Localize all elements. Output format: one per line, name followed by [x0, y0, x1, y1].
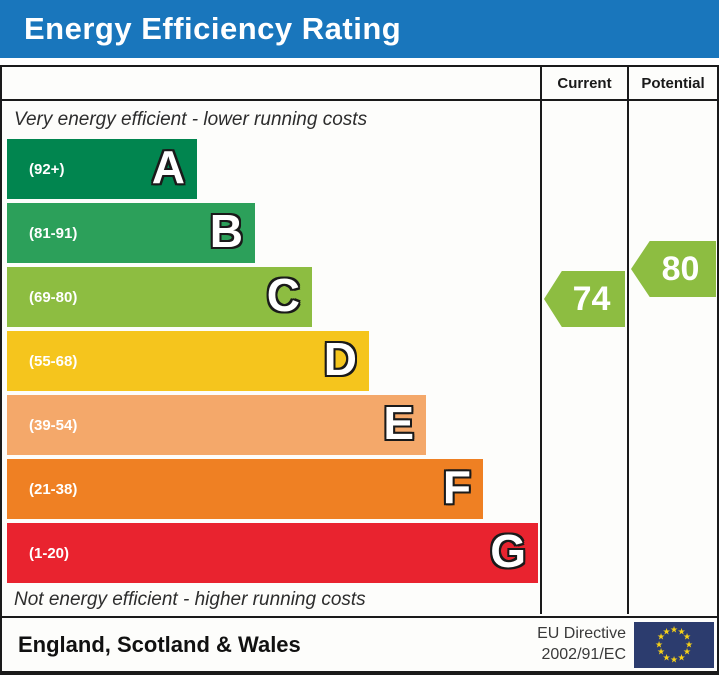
eu-directive-line1: EU Directive — [537, 624, 626, 642]
rating-chart-box: Current Potential Very energy efficient … — [0, 65, 719, 618]
current-column: 74 — [540, 101, 627, 614]
footer-bar: England, Scotland & Wales EU Directive 2… — [0, 616, 719, 675]
band-b-range-label: (81-91) — [29, 224, 78, 242]
chart-header-row: Current Potential — [2, 67, 717, 101]
band-e-letter: E — [383, 397, 414, 450]
page-title: Energy Efficiency Rating — [24, 11, 402, 46]
current-rating-value: 74 — [572, 279, 611, 318]
top-note: Very energy efficient - lower running co… — [14, 109, 368, 130]
region-label: England, Scotland & Wales — [18, 631, 301, 657]
band-d: (55-68) D — [7, 331, 369, 391]
chart-body: Very energy efficient - lower running co… — [2, 101, 717, 614]
band-f-range-label: (21-38) — [29, 480, 78, 498]
potential-rating-arrow: 80 — [631, 241, 716, 297]
band-g-letter: G — [490, 525, 526, 578]
band-a: (92+) A — [7, 139, 197, 199]
band-a-range-label: (92+) — [29, 160, 65, 178]
band-a-letter: A — [151, 141, 185, 194]
eu-flag-icon: ★ ★ ★ ★ ★ ★ ★ ★ ★ ★ ★ ★ — [634, 621, 714, 668]
potential-column: 80 — [627, 101, 717, 614]
band-b-letter: B — [209, 205, 243, 258]
eu-directive-line2: 2002/91/EC — [541, 645, 626, 663]
band-b: (81-91) B — [7, 203, 255, 263]
band-d-range-label: (55-68) — [29, 352, 78, 370]
potential-rating-value: 80 — [661, 249, 700, 288]
band-c-letter: C — [266, 269, 300, 322]
band-d-letter: D — [323, 333, 357, 386]
band-e-range-label: (39-54) — [29, 416, 78, 434]
bands-area: Very energy efficient - lower running co… — [2, 101, 540, 614]
band-g: (1-20) G — [7, 523, 538, 583]
header-spacer — [2, 67, 540, 99]
bottom-note: Not energy efficient - higher running co… — [14, 589, 366, 610]
band-f: (21-38) F — [7, 459, 483, 519]
band-e: (39-54) E — [7, 395, 426, 455]
band-c-range-label: (69-80) — [29, 288, 78, 306]
current-rating-arrow: 74 — [544, 271, 625, 327]
current-column-header: Current — [540, 67, 627, 99]
eu-directive-label: EU Directive 2002/91/EC — [537, 624, 626, 666]
title-bar: Energy Efficiency Rating — [0, 0, 719, 58]
band-c: (69-80) C — [7, 267, 312, 327]
band-f-letter: F — [442, 461, 471, 514]
band-g-range-label: (1-20) — [29, 544, 70, 562]
potential-column-header: Potential — [627, 67, 717, 99]
